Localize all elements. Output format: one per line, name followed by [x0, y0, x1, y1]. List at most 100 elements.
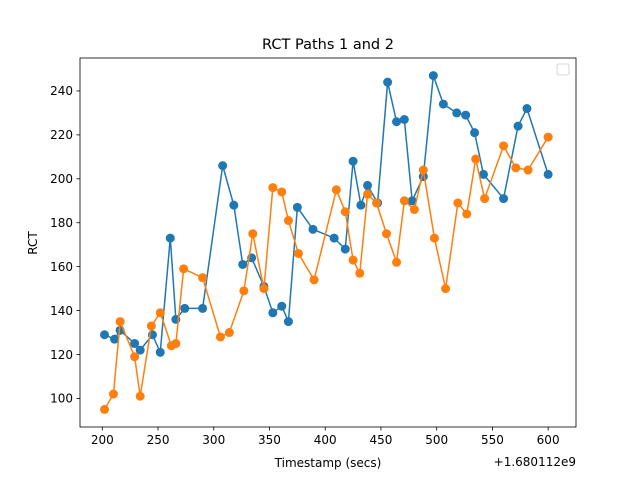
series-1-point [399, 115, 409, 124]
series-1-point [452, 108, 462, 118]
y-tick-label: 140 [50, 304, 73, 318]
series-2-point [511, 163, 521, 173]
series-1-point [100, 330, 110, 340]
x-tick-label: 550 [481, 433, 504, 447]
series-2-point [399, 196, 409, 206]
series-2-point [523, 165, 533, 175]
series-2-point [409, 205, 419, 215]
y-tick-label: 160 [50, 260, 73, 274]
series-2-point [259, 284, 269, 294]
series-1-point [130, 339, 140, 349]
series-1-point [478, 169, 488, 179]
series-1-point [428, 71, 438, 81]
series-2-point [135, 391, 145, 401]
series-2-point [171, 339, 181, 349]
series-1-point [268, 308, 278, 318]
series-2-point [499, 141, 509, 151]
y-axis-ticks: 100 120 140 160 180 200 220 240 [50, 84, 80, 406]
x-tick-label: 400 [314, 433, 337, 447]
series-1-point [499, 194, 509, 204]
series-1-point [470, 128, 480, 138]
series-2-point [348, 255, 358, 265]
series-2-point [382, 229, 392, 239]
series-1-point [238, 259, 248, 269]
series-1-point [513, 121, 523, 131]
x-tick-label: 200 [91, 433, 114, 447]
series-1-point [522, 104, 532, 114]
series-1-point [543, 169, 553, 179]
series-1-point [180, 303, 190, 313]
series-1-point [277, 301, 287, 311]
series-2-point [283, 216, 293, 226]
x-tick-label: 600 [537, 433, 560, 447]
series-2-point [355, 268, 365, 278]
series-2-point [471, 154, 481, 164]
y-tick-label: 120 [50, 348, 73, 362]
series-2-point [363, 189, 373, 199]
legend-box [556, 63, 570, 76]
series-2 [100, 132, 553, 414]
series-1-point [407, 196, 417, 206]
series-2-point [146, 321, 156, 331]
series-2-point [429, 233, 439, 243]
series-2-point [453, 198, 463, 208]
series-layer [100, 71, 553, 414]
y-tick-label: 240 [50, 84, 73, 98]
series-2-point [441, 284, 451, 294]
series-1-point [438, 99, 448, 109]
series-2-point [293, 248, 303, 258]
y-tick-label: 220 [50, 128, 73, 142]
x-axis-ticks: 200 250 300 350 400 450 500 550 600 [91, 427, 560, 447]
series-1-point [329, 233, 339, 243]
x-tick-label: 350 [258, 433, 281, 447]
series-1-point [165, 233, 175, 243]
x-tick-label: 250 [147, 433, 170, 447]
series-1-point [340, 244, 350, 254]
series-1-point [461, 110, 471, 120]
series-2-point [268, 183, 278, 193]
series-2-point [108, 389, 118, 399]
series-2-point [179, 264, 189, 274]
series-2-point [100, 404, 110, 414]
chart-title: RCT Paths 1 and 2 [262, 37, 394, 53]
series-2-point [130, 352, 140, 362]
series-2-point [115, 317, 125, 327]
series-2-point [331, 185, 341, 195]
series-2-point [277, 187, 287, 197]
series-2-point [248, 229, 258, 239]
series-1-point [218, 161, 228, 171]
series-2-point [543, 132, 553, 142]
series-2-point [224, 328, 234, 338]
series-2-point [215, 332, 225, 342]
y-tick-label: 200 [50, 172, 73, 186]
series-1-point [363, 180, 373, 190]
series-1 [100, 71, 553, 357]
series-2-point [392, 257, 402, 267]
x-axis-offset-label: +1.680112e9 [494, 455, 576, 469]
series-2-point [239, 286, 249, 296]
series-2-point [418, 165, 428, 175]
plot-area [80, 58, 576, 427]
series-1-point [198, 303, 208, 313]
series-2-point [480, 194, 490, 204]
series-2-point [198, 273, 208, 283]
series-2-point [309, 275, 319, 285]
series-2-point [340, 207, 350, 217]
series-1-point [283, 317, 293, 327]
y-axis-label: RCT [26, 231, 40, 255]
x-tick-label: 450 [369, 433, 392, 447]
series-1-point [356, 200, 366, 210]
y-tick-label: 180 [50, 216, 73, 230]
series-1-point [110, 334, 120, 344]
series-1-point [229, 200, 239, 210]
series-2-point [371, 198, 381, 208]
x-tick-label: 300 [202, 433, 225, 447]
series-1-point [383, 77, 393, 87]
series-1-point [155, 347, 165, 357]
series-1-point [308, 224, 318, 234]
plot-frame [79, 57, 577, 428]
series-1-point [392, 117, 402, 127]
x-axis-label: Timestamp (secs) [274, 456, 382, 470]
series-1-point [292, 202, 302, 212]
